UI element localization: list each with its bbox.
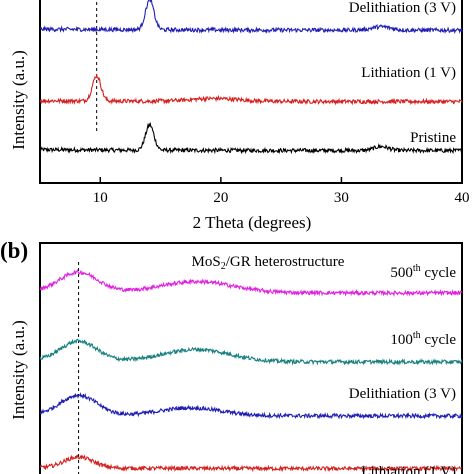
series-line bbox=[39, 74, 463, 106]
x-tick-label: 40 bbox=[455, 190, 470, 206]
panel-b-label: (b) bbox=[0, 238, 28, 263]
series-line bbox=[39, 338, 463, 366]
series-label: 100th cycle bbox=[390, 330, 456, 348]
series-label: Delithiation (3 V) bbox=[349, 0, 456, 16]
series-line bbox=[39, 454, 463, 473]
panel-b-plot: Lithiation (1 V) Delithiation (3 V) 100th … bbox=[39, 262, 463, 474]
panel-b-y-axis-label: Intensity (a.u.) bbox=[9, 320, 28, 420]
panel-a-plot: Pristine Lithiation (1 V) Delithiation (3 … bbox=[39, 0, 463, 155]
series-label: Delithiation (3 V) bbox=[349, 386, 456, 402]
series-label: Lithiation (1 V) bbox=[361, 464, 456, 474]
panel-a: 10 20 30 40 Pristine Lithiation (1 V) Delithi… bbox=[9, 0, 470, 232]
x-tick-label: 20 bbox=[213, 190, 228, 206]
panel-b: (b) MoS2/GR heterostructure Lithiation (… bbox=[0, 238, 463, 474]
x-tick-label: 30 bbox=[334, 190, 349, 206]
panel-a-y-axis-label: Intensity (a.u.) bbox=[9, 50, 28, 150]
x-tick-label: 10 bbox=[93, 190, 108, 206]
series-line bbox=[39, 121, 463, 155]
series-label: Lithiation (1 V) bbox=[361, 65, 456, 81]
series-line bbox=[39, 269, 463, 297]
panel-b-frame bbox=[39, 242, 463, 474]
panel-a-x-ticks: 10 20 30 40 bbox=[93, 177, 470, 206]
panel-b-title: MoS2/GR heterostructure bbox=[192, 254, 345, 272]
series-label: Pristine bbox=[410, 130, 456, 146]
series-line bbox=[39, 392, 463, 420]
series-label: 500th cycle bbox=[390, 263, 456, 281]
panel-a-frame bbox=[39, 0, 463, 184]
panel-a-x-axis-label: 2 Theta (degrees) bbox=[193, 213, 312, 232]
series-line bbox=[39, 0, 463, 35]
